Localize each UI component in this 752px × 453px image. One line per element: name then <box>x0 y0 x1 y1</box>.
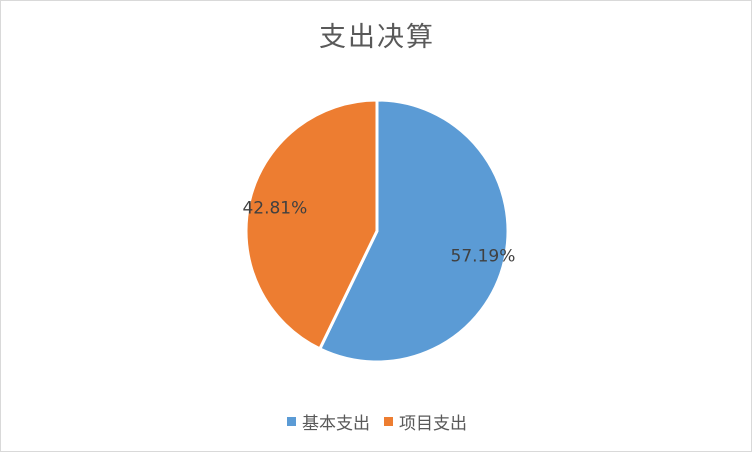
legend-swatch-project <box>384 417 393 426</box>
legend: 基本支出 项目支出 <box>1 409 752 434</box>
legend-label-basic: 基本支出 <box>302 414 370 434</box>
pie-slice-project <box>244 98 379 351</box>
slice-label-project: 42.81% <box>242 199 307 219</box>
legend-swatch-basic <box>287 417 296 426</box>
legend-item-basic: 基本支出 <box>287 409 370 434</box>
slice-label-basic: 57.19% <box>451 246 516 266</box>
legend-label-project: 项目支出 <box>399 414 467 434</box>
chart-title: 支出决算 <box>319 22 435 53</box>
legend-item-project: 项目支出 <box>384 409 467 434</box>
pie-slice-basic <box>317 98 510 364</box>
